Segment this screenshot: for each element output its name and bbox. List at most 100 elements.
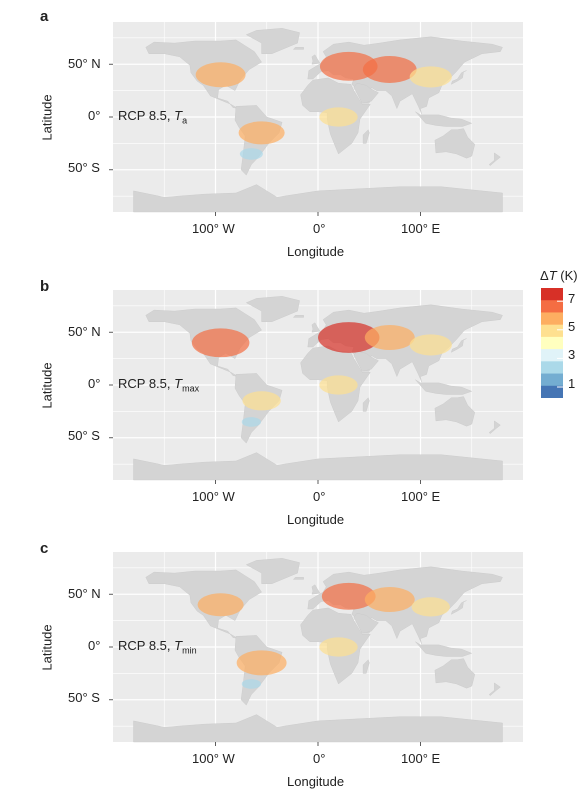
panel-c-land-indonesia (415, 641, 473, 657)
panel-a-land-iceland (292, 47, 304, 50)
panel-c-hotspot-southern-south-america (241, 679, 261, 689)
panel-b-ytick-50s: 50° S (68, 428, 100, 443)
panel-a-land-uk (311, 54, 321, 65)
panel-b-xtick-0: 0° (313, 489, 326, 504)
panel-b-ylabel: Latitude (39, 362, 55, 409)
panel-c-map (109, 552, 523, 746)
panel-b-scenario-label: RCP 8.5, Tmax (118, 376, 199, 394)
panel-c-hotspot-north-america (197, 593, 244, 617)
legend-title-prefix: Δ (540, 268, 549, 283)
panel-c-land-iceland (292, 577, 304, 580)
panel-a-land-australia (434, 128, 476, 159)
panel-c-land-arabia (353, 612, 379, 634)
panel-b: 50° N 0° 50° S RCP 8.5, Tmax 100° W 0° 1… (0, 268, 587, 533)
legend-color-step (541, 385, 563, 398)
panel-b-variable-symbol: T (174, 376, 183, 391)
panel-b-scenario-prefix: RCP 8.5, (118, 376, 175, 391)
panel-a-land-new-zealand (488, 152, 501, 166)
panel-c-ytick-50s: 50° S (68, 690, 100, 705)
legend-colorbar (541, 288, 563, 398)
panel-c-land-madagascar (362, 659, 370, 674)
panel-b-land-australia (434, 396, 476, 427)
panel-a-hotspot-africa (319, 107, 358, 127)
panel-b-land-japan (450, 338, 467, 353)
panel-c-xtick-100e: 100° E (401, 751, 441, 766)
panel-b-land-new-zealand (488, 420, 501, 434)
legend-color-step (541, 373, 563, 387)
panel-c-letter: c (40, 540, 49, 557)
panel-c-ylabel: Latitude (39, 624, 55, 671)
panel-c-land-new-zealand (488, 682, 501, 696)
panel-b-hotspot-south-america (242, 391, 281, 411)
panel-a-hotspot-china (409, 66, 452, 88)
panel-a-variable-subscript: a (182, 115, 188, 126)
legend-color-step (541, 312, 563, 326)
panel-a-xtick-0: 0° (313, 221, 326, 236)
panel-b-hotspot-central-asia (364, 325, 415, 350)
panel-c-ytick-50n: 50° N (68, 586, 101, 601)
panel-b-hotspot-southern-south-america (241, 417, 261, 427)
panel-a-xtick-100e: 100° E (401, 221, 441, 236)
panel-b-land-madagascar (362, 397, 370, 412)
panel-c-land-japan (450, 600, 467, 615)
panel-a-ytick-0: 0° (88, 108, 101, 123)
panel-b-hotspot-north-america (191, 328, 250, 358)
panel-c-land-australia (434, 658, 476, 689)
panel-c-xtick-100w: 100° W (192, 751, 235, 766)
panel-c-scenario-prefix: RCP 8.5, (118, 638, 175, 653)
legend-color-step (541, 349, 563, 362)
panel-a: 50° N 0° 50° S RCP 8.5, Ta 100° W 0° 100… (0, 0, 587, 265)
panel-a-land-indonesia (415, 111, 473, 127)
panel-a-ytick-50n: 50° N (68, 56, 101, 71)
panel-b-letter: b (40, 278, 50, 295)
panel-a-hotspot-north-america (195, 62, 246, 88)
legend-color-step (541, 361, 563, 375)
panel-a-xlabel: Longitude (287, 244, 345, 259)
panel-b-land-antarctica (133, 452, 503, 481)
panel-b-ytick-50n: 50° N (68, 324, 101, 339)
legend-tick-5: 5 (568, 319, 576, 334)
panel-c-variable-symbol: T (174, 638, 183, 653)
panel-a-land-greenland (245, 28, 300, 54)
panel-b-xtick-100w: 100° W (192, 489, 235, 504)
panel-c-ytick-0: 0° (88, 638, 101, 653)
panel-a-land-antarctica (133, 184, 503, 213)
panel-c-hotspot-central-asia (364, 587, 415, 612)
panel-c-land-greenland (245, 558, 300, 584)
panel-a-hotspot-south-america (238, 121, 285, 145)
panel-b-xtick-100e: 100° E (401, 489, 441, 504)
panel-b-land-greenland (245, 296, 300, 322)
legend-title-unit: (K) (556, 268, 578, 283)
panel-c-land-antarctica (133, 714, 503, 743)
panel-a-variable-symbol: T (174, 108, 183, 123)
panel-b-hotspot-china (409, 334, 452, 356)
panel-c-xtick-0: 0° (313, 751, 326, 766)
panel-b-variable-subscript: max (182, 383, 200, 394)
panel-b-ytick-0: 0° (88, 376, 101, 391)
panel-b-hotspot-europe (318, 322, 380, 353)
panel-a-land-japan (450, 70, 467, 85)
legend-color-step (541, 324, 563, 338)
panel-c-hotspot-africa (319, 637, 358, 657)
panel-c-xlabel: Longitude (287, 774, 345, 789)
panel-a-land-madagascar (362, 129, 370, 144)
panel-a-hotspot-europe (319, 51, 378, 81)
legend-tick-1: 1 (568, 376, 576, 391)
legend-color-step (541, 300, 563, 313)
panel-c-scenario-label: RCP 8.5, Tmin (118, 638, 197, 656)
panel-c-hotspot-china (411, 597, 450, 617)
legend-tick-3: 3 (568, 347, 576, 362)
panel-b-hotspot-africa (319, 375, 358, 395)
panel-c-variable-subscript: min (182, 645, 197, 656)
panel-a-map (109, 22, 523, 216)
panel-b-land-indonesia (415, 379, 473, 395)
panel-c: 50° N 0° 50° S RCP 8.5, Tmin 100° W 0° 1… (0, 530, 587, 795)
legend-color-step (541, 336, 563, 350)
panel-b-land-iceland (292, 315, 304, 318)
panel-b-map (109, 290, 523, 484)
panel-a-xtick-100w: 100° W (192, 221, 235, 236)
panel-a-ytick-50s: 50° S (68, 160, 100, 175)
panel-a-ylabel: Latitude (39, 94, 55, 141)
legend-title: ΔT (K) (540, 268, 578, 283)
panel-a-scenario-label: RCP 8.5, Ta (118, 108, 187, 126)
